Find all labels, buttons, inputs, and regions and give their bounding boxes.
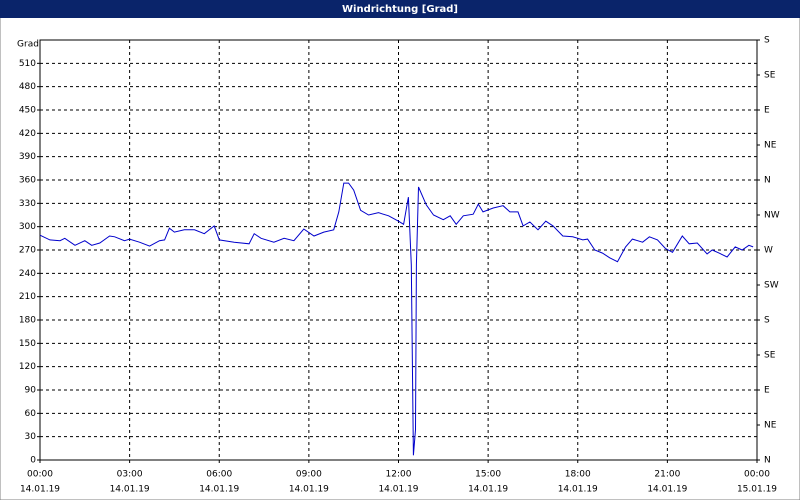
title-bar [0, 0, 800, 18]
x-tick-date: 14.01.19 [110, 485, 150, 495]
y-axis-label: Grad [17, 40, 39, 50]
x-tick-date: 14.01.19 [468, 485, 508, 495]
y-tick-label: 60 [25, 409, 37, 419]
y2-tick-label: SW [764, 281, 779, 291]
x-tick-date: 14.01.19 [558, 485, 598, 495]
y-tick-label: 480 [19, 82, 36, 92]
y2-tick-label: NE [764, 421, 777, 431]
y2-tick-label: S [764, 36, 770, 46]
y-tick-label: 210 [19, 292, 36, 302]
y-tick-label: 150 [19, 339, 36, 349]
y2-tick-label: S [764, 316, 770, 326]
y2-tick-label: E [764, 386, 770, 396]
x-tick-label: 18:00 [565, 470, 591, 480]
y-tick-label: 450 [19, 106, 36, 116]
x-tick-label: 12:00 [386, 470, 412, 480]
x-tick-label: 09:00 [296, 470, 322, 480]
data-line [39, 182, 754, 456]
y-tick-label: 30 [25, 432, 37, 442]
y-tick-label: 90 [25, 386, 37, 396]
y2-tick-label: SE [764, 351, 776, 361]
y2-tick-label: E [764, 106, 770, 116]
y-tick-label: 0 [30, 456, 36, 466]
y2-tick-label: N [764, 176, 771, 186]
x-tick-label: 00:00 [744, 470, 770, 480]
y-tick-label: 360 [19, 176, 36, 186]
x-tick-label: 15:00 [475, 470, 501, 480]
x-tick-label: 03:00 [117, 470, 143, 480]
y-tick-label: 270 [19, 246, 36, 256]
y-tick-label: 510 [19, 59, 36, 69]
y-tick-label: 240 [19, 269, 36, 279]
y-tick-label: 420 [19, 129, 36, 139]
chart-title: Windrichtung [Grad] [342, 4, 458, 15]
x-tick-date: 14.01.19 [289, 485, 329, 495]
y2-tick-label: W [764, 246, 773, 256]
y-tick-label: 300 [19, 222, 36, 232]
y2-tick-label: N [764, 456, 771, 466]
x-tick-date: 14.01.19 [647, 485, 687, 495]
x-tick-date: 14.01.19 [378, 485, 418, 495]
y-tick-label: 120 [19, 362, 36, 372]
y-tick-label: 180 [19, 316, 36, 326]
y2-tick-label: NE [764, 141, 777, 151]
x-tick-label: 06:00 [206, 470, 232, 480]
x-tick-label: 00:00 [27, 470, 53, 480]
y2-tick-label: SE [764, 71, 776, 81]
y-tick-label: 330 [19, 199, 36, 209]
x-tick-date: 15.01.19 [737, 485, 777, 495]
y2-tick-label: NW [764, 211, 780, 221]
x-tick-date: 14.01.19 [20, 485, 60, 495]
y-tick-label: 390 [19, 152, 36, 162]
x-tick-label: 21:00 [654, 470, 680, 480]
x-tick-date: 14.01.19 [199, 485, 239, 495]
